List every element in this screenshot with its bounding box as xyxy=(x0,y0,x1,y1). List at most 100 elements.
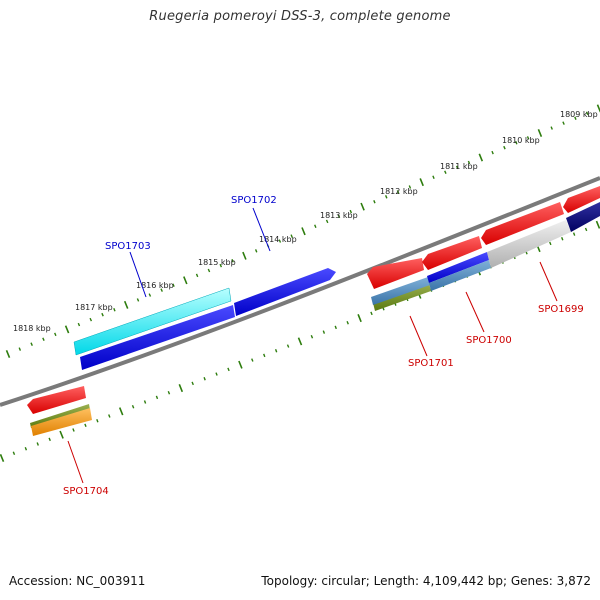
major-tick xyxy=(478,153,484,162)
map-title: Ruegeria pomeroyi DSS-3, complete genome xyxy=(149,9,451,24)
minor-tick xyxy=(572,232,576,236)
gene-label-spo1702[interactable]: SPO1702 xyxy=(231,195,277,206)
minor-tick xyxy=(191,381,194,386)
gene-spo1703[interactable] xyxy=(73,287,235,370)
minor-tick xyxy=(203,376,206,381)
genome-backbone xyxy=(0,176,600,407)
minor-tick xyxy=(136,298,140,302)
gene-red-4[interactable] xyxy=(563,186,600,213)
gene-labels: SPO1702 SPO1703 SPO1699 SPO1700 SPO1701 … xyxy=(63,195,584,497)
minor-tick xyxy=(286,344,290,348)
major-tick xyxy=(118,407,124,416)
kbp-label-1815: 1815 kbp xyxy=(198,258,236,267)
minor-tick xyxy=(334,325,337,330)
outer-tick-track xyxy=(5,104,600,359)
major-tick xyxy=(178,384,184,393)
kbp-label-1813: 1813 kbp xyxy=(320,211,358,220)
minor-tick xyxy=(549,241,552,246)
minor-tick xyxy=(337,214,341,219)
minor-tick xyxy=(349,209,353,214)
minor-tick xyxy=(325,219,329,224)
minor-tick xyxy=(101,312,104,317)
gene-label-spo1700[interactable]: SPO1700 xyxy=(466,335,512,346)
minor-tick xyxy=(131,404,135,409)
kbp-label-1818: 1818 kbp xyxy=(13,324,51,333)
kbp-label-1811: 1811 kbp xyxy=(440,162,478,171)
genome-summary-text: Topology: circular; Length: 4,109,442 bp… xyxy=(261,574,591,588)
major-tick xyxy=(419,178,424,187)
forward-genes xyxy=(73,268,336,370)
minor-tick xyxy=(274,348,278,353)
minor-tick xyxy=(108,414,111,418)
minor-tick xyxy=(72,428,75,432)
minor-tick xyxy=(550,126,553,130)
major-tick xyxy=(0,453,5,463)
gene-red-2[interactable] xyxy=(422,236,482,270)
minor-tick xyxy=(526,136,530,140)
gene-label-spo1703[interactable]: SPO1703 xyxy=(105,241,151,252)
minor-tick xyxy=(84,423,87,428)
kbp-label-1817: 1817 kbp xyxy=(75,303,113,312)
gene-spo1701-steel[interactable] xyxy=(371,277,430,305)
gene-red-1[interactable] xyxy=(367,258,424,289)
minor-tick xyxy=(195,273,199,278)
reverse-genes xyxy=(27,186,600,436)
major-tick xyxy=(238,360,243,369)
accession-text: Accession: NC_003911 xyxy=(9,574,146,588)
minor-tick xyxy=(36,442,39,446)
gene-spo1704-orange[interactable] xyxy=(31,408,92,436)
kbp-label-1814: 1814 kbp xyxy=(259,235,297,244)
gene-spo1700-steel[interactable] xyxy=(429,260,491,291)
gene-spo1702[interactable] xyxy=(234,268,336,316)
minor-tick xyxy=(396,190,400,194)
minor-tick xyxy=(18,347,22,351)
minor-tick xyxy=(432,175,435,179)
gene-spo1701-olive[interactable] xyxy=(373,283,431,311)
minor-tick xyxy=(263,353,266,358)
minor-tick xyxy=(503,145,506,150)
kbp-label-1809: 1809 kbp xyxy=(560,110,598,119)
minor-tick xyxy=(346,320,349,325)
minor-tick xyxy=(562,121,565,125)
gene-label-spo1701[interactable]: SPO1701 xyxy=(408,358,454,369)
gene-spo1700-blue[interactable] xyxy=(427,252,489,283)
major-tick xyxy=(183,276,188,285)
minor-tick xyxy=(42,337,45,341)
minor-tick xyxy=(515,141,518,145)
minor-tick xyxy=(167,390,171,395)
kbp-label-1816: 1816 kbp xyxy=(136,281,174,290)
minor-tick xyxy=(172,283,175,287)
minor-tick xyxy=(219,263,223,268)
minor-tick xyxy=(148,293,152,297)
kbp-label-group: 1809 kbp 1810 kbp 1811 kbp 1812 kbp 1813… xyxy=(13,110,598,333)
minor-tick xyxy=(96,418,99,423)
minor-tick xyxy=(160,288,163,292)
gene-spo1704-red[interactable] xyxy=(27,386,86,414)
major-tick xyxy=(123,300,129,309)
gene-red-3[interactable] xyxy=(481,202,564,245)
gene-navy[interactable] xyxy=(566,202,600,232)
kbp-label-1810: 1810 kbp xyxy=(502,136,540,145)
major-tick xyxy=(297,337,303,346)
minor-tick xyxy=(310,334,314,339)
major-tick xyxy=(360,202,365,211)
minor-tick xyxy=(143,400,147,404)
gene-spo1699-grey[interactable] xyxy=(487,220,571,268)
minor-tick xyxy=(48,437,51,442)
minor-tick xyxy=(491,150,494,155)
minor-tick xyxy=(574,116,577,120)
major-tick xyxy=(596,104,600,113)
minor-tick xyxy=(113,308,116,312)
minor-tick xyxy=(384,195,388,199)
gene-label-spo1699[interactable]: SPO1699 xyxy=(538,304,584,315)
minor-tick xyxy=(30,342,33,346)
minor-tick xyxy=(24,446,28,451)
gene-label-spo1704[interactable]: SPO1704 xyxy=(63,486,109,497)
minor-tick xyxy=(207,268,211,273)
minor-tick xyxy=(77,322,81,327)
minor-tick xyxy=(251,358,254,362)
minor-tick xyxy=(370,311,373,316)
minor-tick xyxy=(215,372,218,376)
major-tick xyxy=(242,251,247,260)
